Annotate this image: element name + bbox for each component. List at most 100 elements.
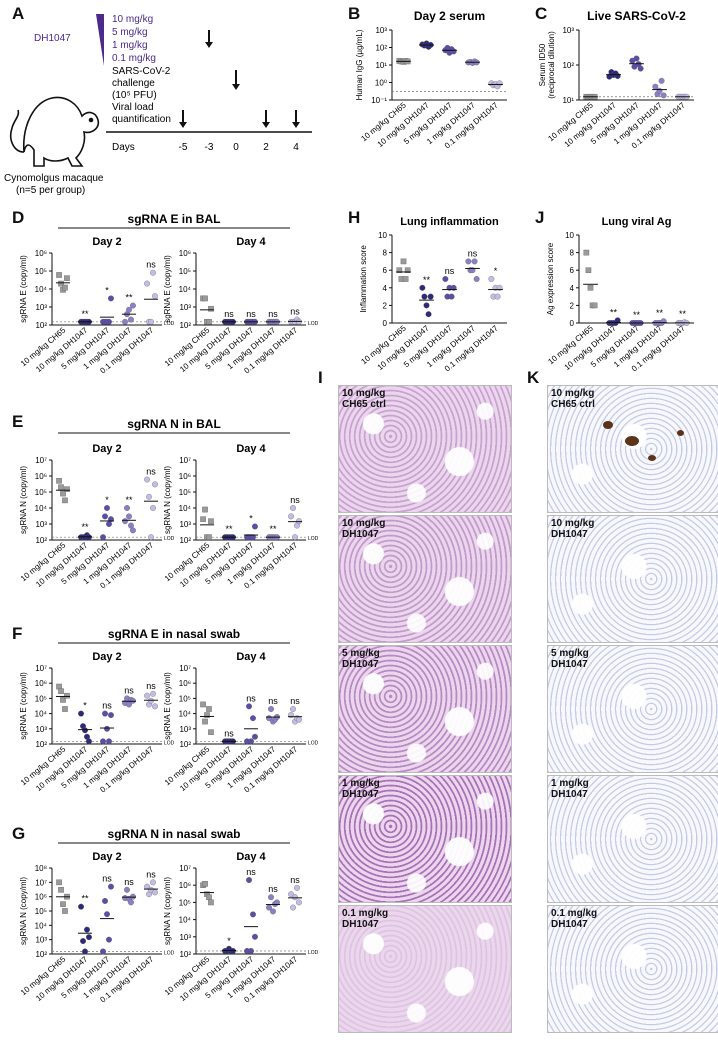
animal-line2: (n=5 per group) bbox=[16, 185, 85, 196]
lod-label: LOD bbox=[164, 321, 175, 327]
data-point bbox=[248, 948, 254, 954]
significance-label: ** bbox=[679, 309, 687, 319]
lod-label: LOD bbox=[308, 740, 319, 746]
data-point bbox=[130, 302, 136, 309]
he-stain-tile: 0.1 mg/kg DH1047 bbox=[338, 905, 512, 1033]
subplot-title: Day 4 bbox=[236, 851, 266, 863]
data-point-square bbox=[202, 506, 208, 513]
data-point bbox=[419, 284, 426, 291]
data-point bbox=[84, 926, 90, 933]
significance-label: ** bbox=[81, 522, 89, 532]
day-tick-label: -5 bbox=[179, 142, 188, 153]
lod-label: LOD bbox=[308, 321, 319, 327]
day-tick-label: 4 bbox=[293, 142, 299, 153]
significance-label: ns bbox=[124, 685, 134, 695]
viral-antigen-stain-spot bbox=[677, 430, 684, 437]
y-tick-label: 10⁵ bbox=[179, 694, 191, 703]
y-tick-label: 0 bbox=[570, 319, 575, 328]
data-point bbox=[152, 481, 158, 488]
subplot-title: Lung inflammation bbox=[400, 216, 499, 228]
significance-label: ** bbox=[125, 293, 133, 303]
significance-label: ns bbox=[146, 467, 156, 477]
lod-label: LOD bbox=[164, 950, 175, 956]
dose-10: 10 mg/kg bbox=[112, 14, 153, 25]
significance-label: ns bbox=[268, 309, 278, 319]
subplot-title: Day 2 bbox=[92, 236, 121, 248]
y-tick-label: 10⁴ bbox=[35, 285, 48, 294]
significance-label: ns bbox=[290, 307, 300, 317]
panel-letter-j: J bbox=[535, 208, 545, 227]
histology-tile-label: 10 mg/kg DH1047 bbox=[342, 518, 386, 540]
data-point-square bbox=[60, 901, 66, 907]
day-tick-label: 2 bbox=[263, 142, 269, 153]
subplot-F2: Day 4 10² 10³ 10⁴ 10⁵ 10⁶ 10⁷ sgRNA E (copy/ml)… bbox=[163, 651, 319, 794]
data-point bbox=[82, 948, 88, 955]
data-point-square bbox=[200, 516, 206, 522]
ihc-stain-tile: 0.1 mg/kg DH1047 bbox=[547, 905, 718, 1033]
data-point bbox=[106, 936, 112, 943]
day-tick-label: -3 bbox=[205, 142, 214, 153]
y-tick-label: 10³ bbox=[179, 933, 191, 942]
data-point bbox=[250, 534, 256, 541]
he-stain-tile: 5 mg/kg DH1047 bbox=[338, 645, 512, 773]
significance-label: ** bbox=[269, 524, 277, 534]
y-tick-label: 10⁶ bbox=[35, 249, 47, 258]
significance-label: ** bbox=[610, 307, 618, 317]
data-point bbox=[290, 706, 296, 712]
data-point bbox=[150, 690, 156, 697]
y-tick-label: 10⁶ bbox=[179, 249, 191, 258]
significance-label: ** bbox=[633, 310, 641, 320]
data-point bbox=[146, 493, 152, 500]
data-point bbox=[104, 505, 110, 511]
data-point-square bbox=[587, 284, 594, 291]
data-point bbox=[288, 891, 294, 898]
y-tick-label: 10² bbox=[35, 321, 47, 330]
data-point bbox=[471, 258, 478, 265]
y-tick-label: 10³ bbox=[179, 725, 191, 734]
lod-label: LOD bbox=[164, 536, 175, 542]
data-point-square bbox=[396, 267, 403, 273]
subplot-G2: Day 4 10² 10³ 10⁴ 10⁵ 10⁶ 10⁷ sgRNA N (copy/ml)… bbox=[163, 851, 319, 1004]
histology-tile-label: 1 mg/kg DH1047 bbox=[551, 778, 589, 800]
y-tick-label: 10² bbox=[179, 536, 191, 545]
he-stain-tile: 10 mg/kg CH65 ctrl bbox=[338, 385, 512, 513]
data-point bbox=[252, 933, 258, 940]
histology-tile-label: 10 mg/kg CH65 ctrl bbox=[342, 388, 386, 410]
subplot-B: Day 2 serum 10⁻¹ 10⁰ 10¹ 10² 10³ Human IgG (µg… bbox=[355, 9, 507, 150]
viral-load-line2: quantification bbox=[112, 114, 171, 125]
y-axis-label: sgRNA N (copy/ml) bbox=[163, 877, 172, 945]
subplot-title: Lung viral Ag bbox=[602, 216, 672, 228]
data-point bbox=[290, 904, 296, 911]
data-point-square bbox=[56, 272, 62, 278]
data-point bbox=[252, 733, 258, 740]
y-tick-label: 10⁰ bbox=[375, 79, 387, 88]
data-point bbox=[144, 476, 150, 483]
data-point bbox=[78, 903, 84, 910]
data-point bbox=[473, 276, 480, 282]
data-point-square bbox=[202, 881, 208, 887]
data-point bbox=[450, 48, 457, 55]
data-point-square bbox=[58, 688, 64, 694]
panel-letter-k: K bbox=[527, 368, 540, 387]
y-tick-label: 10³ bbox=[562, 26, 574, 35]
subplot-title: Day 2 bbox=[92, 443, 121, 455]
data-point bbox=[494, 293, 501, 300]
significance-label: ns bbox=[268, 696, 278, 706]
data-point bbox=[102, 513, 108, 520]
data-point bbox=[633, 55, 640, 62]
subplot-title: Live SARS-CoV-2 bbox=[587, 9, 686, 23]
viral-load-line1: Viral load bbox=[112, 102, 154, 113]
significance-label: * bbox=[494, 266, 498, 276]
data-point bbox=[637, 65, 644, 72]
y-tick-label: 10⁴ bbox=[35, 504, 48, 513]
y-tick-label: 2 bbox=[383, 301, 388, 310]
data-point bbox=[152, 293, 158, 300]
histology-tile-label: 5 mg/kg DH1047 bbox=[342, 648, 380, 670]
arrow-head bbox=[292, 122, 300, 128]
y-tick-label: 10⁵ bbox=[179, 267, 191, 276]
data-point bbox=[250, 911, 256, 918]
data-point bbox=[614, 317, 621, 324]
y-tick-label: 10 bbox=[378, 231, 387, 240]
panel-letter-b: B bbox=[348, 4, 361, 23]
panel-letter-i: I bbox=[318, 368, 323, 387]
